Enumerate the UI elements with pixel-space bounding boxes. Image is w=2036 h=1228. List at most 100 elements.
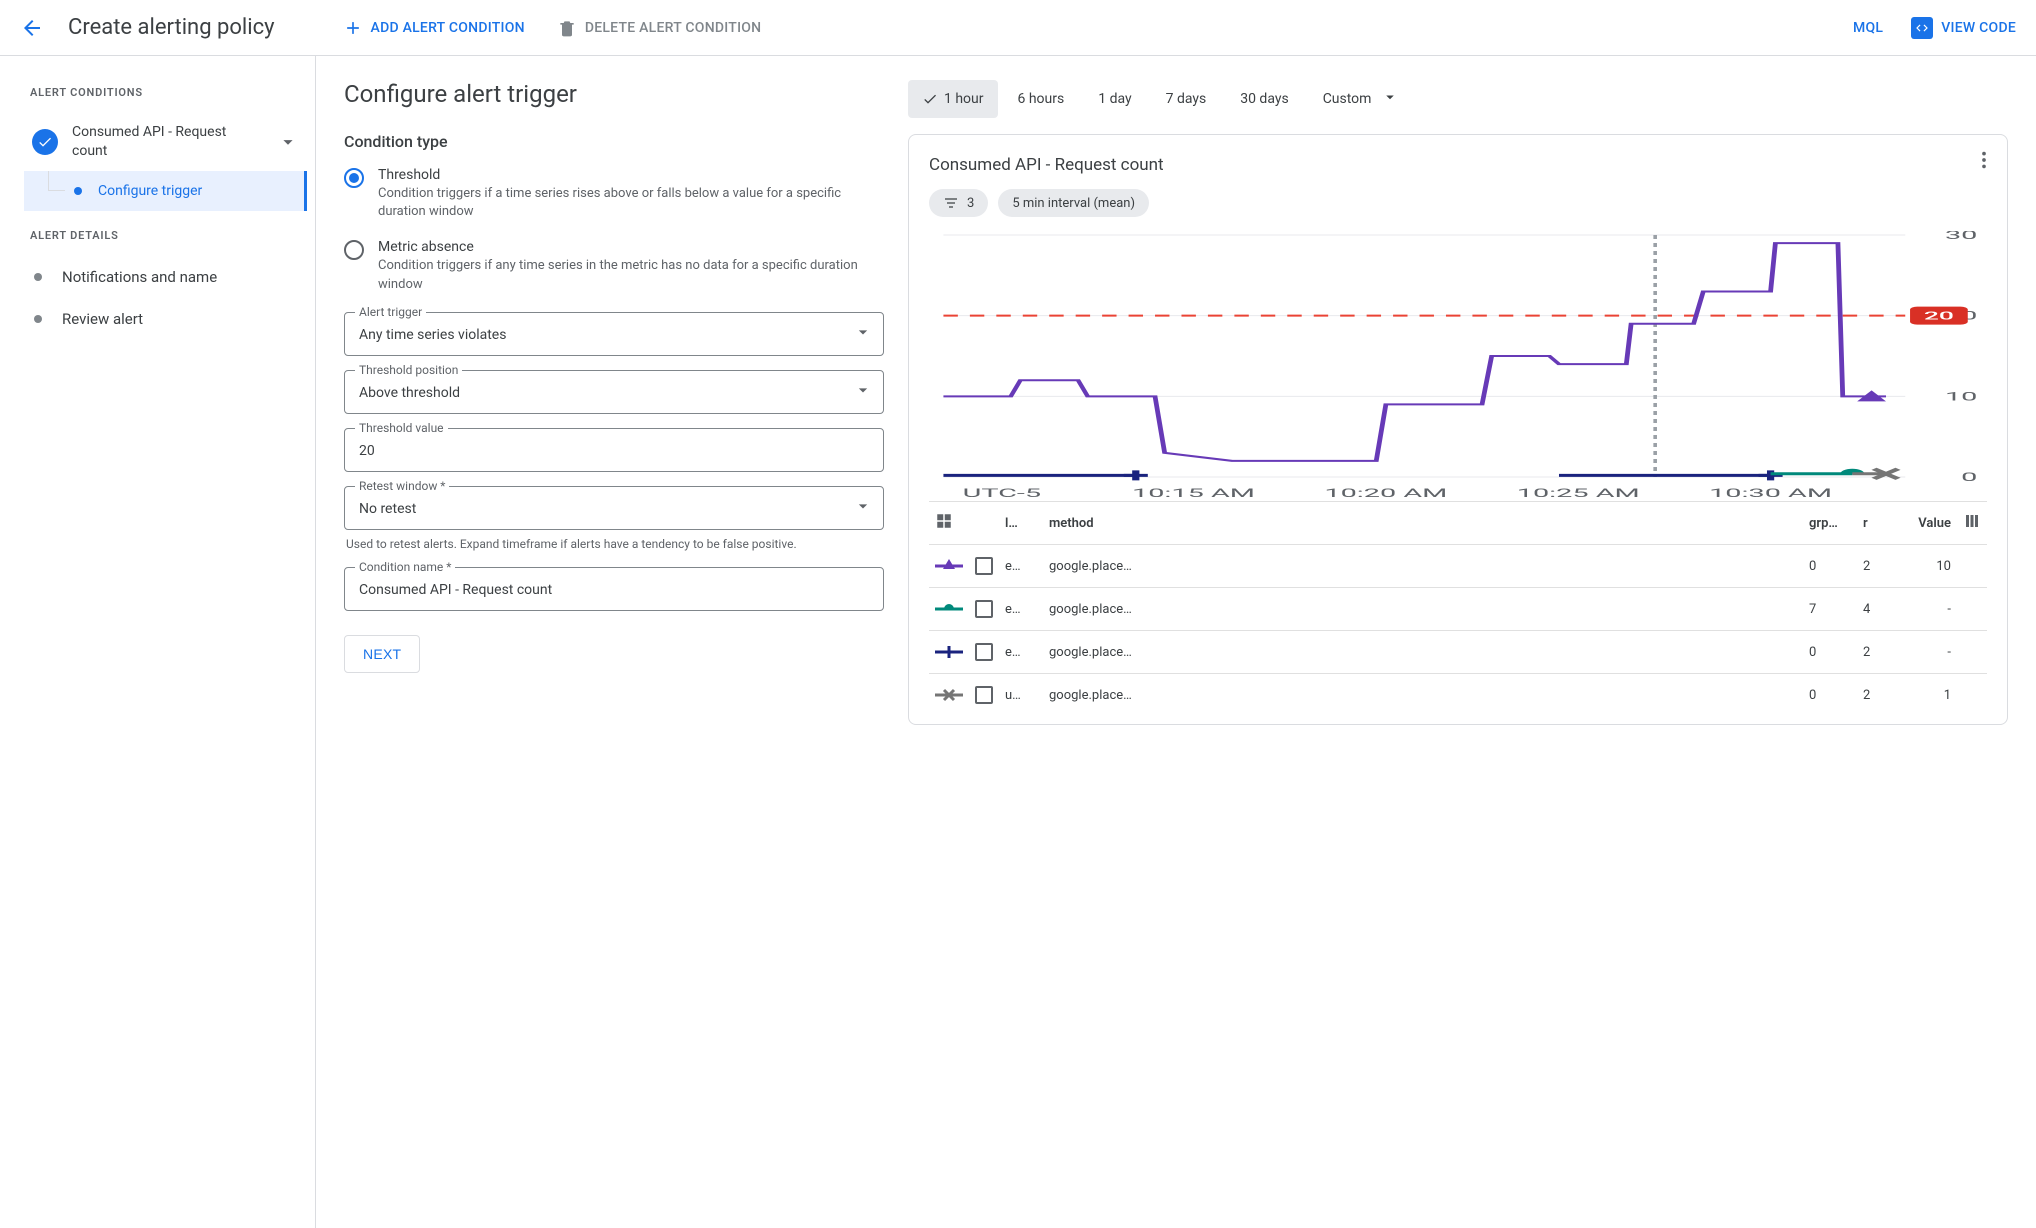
dropdown-icon	[853, 322, 873, 346]
field-threshold-position[interactable]: Threshold position Above threshold	[344, 370, 884, 414]
field-condition-name[interactable]: Condition name * Consumed API - Request …	[344, 567, 884, 611]
svg-text:20: 20	[1924, 309, 1954, 322]
radio-threshold[interactable]: Threshold Condition triggers if a time s…	[344, 167, 884, 221]
time-tab-label: 1 day	[1098, 91, 1131, 107]
mql-button[interactable]: MQL	[1849, 14, 1887, 42]
row-grp: 7	[1803, 588, 1857, 631]
bullet-dot-icon	[34, 315, 42, 323]
legend-col-header: method	[1043, 502, 1803, 545]
view-code-label: VIEW CODE	[1941, 20, 2016, 36]
time-tab-custom[interactable]: Custom	[1309, 80, 1414, 118]
filter-chip-count: 3	[967, 196, 974, 211]
sidebar-item-label: Review alert	[62, 310, 143, 328]
field-label: Retest window *	[355, 479, 449, 493]
row-checkbox-cell	[969, 631, 999, 674]
columns-icon[interactable]	[1963, 519, 1981, 534]
row-l: e…	[999, 588, 1043, 631]
sidebar-section-conditions: ALERT CONDITIONS	[30, 86, 307, 99]
next-button[interactable]: NEXT	[344, 635, 420, 673]
radio-icon[interactable]	[344, 240, 364, 260]
sidebar-subitem-configure-trigger[interactable]: Configure trigger	[24, 171, 307, 211]
sidebar: ALERT CONDITIONS Consumed API - Request …	[0, 56, 316, 1228]
row-checkbox-cell	[969, 545, 999, 588]
view-code-button[interactable]: VIEW CODE	[1911, 17, 2016, 39]
bullet-dot-icon	[34, 273, 42, 281]
chevron-up-icon	[277, 131, 299, 153]
chart: 010203020UTC-510:15 AM10:20 AM10:25 AM10…	[929, 231, 1987, 501]
row-l: u…	[999, 674, 1043, 717]
chip-row: 3 5 min interval (mean)	[929, 189, 1987, 217]
svg-text:10:15 AM: 10:15 AM	[1132, 487, 1255, 501]
row-r: 2	[1857, 545, 1887, 588]
field-value: 20	[359, 443, 375, 459]
back-arrow-icon[interactable]	[20, 16, 44, 40]
legend-table: l…methodgrp…rValue e…google.place…0210e……	[929, 501, 1987, 716]
sidebar-item-review-alert[interactable]: Review alert	[24, 298, 307, 340]
field-threshold-value[interactable]: Threshold value 20	[344, 428, 884, 472]
time-tab-label: 1 hour	[944, 91, 984, 107]
field-value: Any time series violates	[359, 327, 506, 343]
row-grp: 0	[1803, 545, 1857, 588]
mql-label: MQL	[1853, 20, 1883, 36]
row-l: e…	[999, 545, 1043, 588]
radio-icon[interactable]	[344, 168, 364, 188]
delete-alert-condition-label: DELETE ALERT CONDITION	[585, 20, 762, 36]
form-column: Configure alert trigger Condition type T…	[344, 80, 884, 1204]
delete-alert-condition-button[interactable]: DELETE ALERT CONDITION	[553, 12, 766, 44]
radio-help: Condition triggers if a time series rise…	[378, 185, 858, 221]
field-alert-trigger[interactable]: Alert trigger Any time series violates	[344, 312, 884, 356]
row-checkbox-cell	[969, 588, 999, 631]
condition-type-heading: Condition type	[344, 132, 884, 151]
svg-text:30: 30	[1945, 231, 1977, 242]
checkbox[interactable]	[975, 686, 993, 704]
legend-row[interactable]: e…google.place…0210	[929, 545, 1987, 588]
time-tab-label: 6 hours	[1018, 91, 1065, 107]
sidebar-item-consumed-api[interactable]: Consumed API - Request count	[24, 113, 307, 171]
main-content: Configure alert trigger Condition type T…	[316, 56, 2036, 1228]
preview-card-title: Consumed API - Request count	[929, 155, 1987, 175]
sidebar-item-label: Consumed API - Request count	[72, 123, 263, 161]
dropdown-icon	[853, 496, 873, 520]
radio-label: Metric absence	[378, 239, 858, 255]
check-circle-icon	[32, 129, 58, 155]
check-icon	[922, 91, 938, 107]
row-r: 2	[1857, 674, 1887, 717]
add-alert-condition-button[interactable]: ADD ALERT CONDITION	[339, 12, 529, 44]
checkbox[interactable]	[975, 600, 993, 618]
preview-card: Consumed API - Request count 3 5 min int…	[908, 134, 2008, 725]
time-tab-6-hours[interactable]: 6 hours	[1004, 80, 1079, 118]
checkbox[interactable]	[975, 557, 993, 575]
grid-layout-icon[interactable]	[935, 519, 953, 534]
svg-text:10:20 AM: 10:20 AM	[1324, 487, 1447, 501]
svg-text:UTC-5: UTC-5	[963, 487, 1041, 501]
field-label: Threshold position	[355, 363, 462, 377]
svg-text:10: 10	[1945, 390, 1977, 404]
legend-col-header: l…	[999, 502, 1043, 545]
legend-col-header: r	[1857, 502, 1887, 545]
svg-text:10:30 AM: 10:30 AM	[1709, 487, 1832, 501]
legend-row[interactable]: u…google.place…021	[929, 674, 1987, 717]
legend-row[interactable]: e…google.place…74-	[929, 588, 1987, 631]
time-tab-label: 30 days	[1240, 91, 1288, 107]
layout: ALERT CONDITIONS Consumed API - Request …	[0, 56, 2036, 1228]
radio-label: Threshold	[378, 167, 858, 183]
checkbox[interactable]	[975, 643, 993, 661]
interval-chip[interactable]: 5 min interval (mean)	[998, 189, 1149, 217]
time-tab-30-days[interactable]: 30 days	[1226, 80, 1302, 118]
series-glyph	[929, 674, 969, 717]
series-glyph	[929, 588, 969, 631]
time-tab-1-hour[interactable]: 1 hour	[908, 80, 998, 118]
time-tab-7-days[interactable]: 7 days	[1152, 80, 1221, 118]
radio-metric-absence[interactable]: Metric absence Condition triggers if any…	[344, 239, 884, 293]
dropdown-icon	[853, 380, 873, 404]
trash-icon	[557, 18, 577, 38]
field-value: No retest	[359, 501, 416, 517]
filter-chip[interactable]: 3	[929, 189, 988, 217]
radio-help: Condition triggers if any time series in…	[378, 257, 858, 293]
sidebar-item-notifications[interactable]: Notifications and name	[24, 256, 307, 298]
legend-row[interactable]: e…google.place…02-	[929, 631, 1987, 674]
field-retest-window[interactable]: Retest window * No retest Used to retest…	[344, 486, 884, 553]
kebab-menu-icon[interactable]	[1973, 149, 1995, 175]
time-tab-1-day[interactable]: 1 day	[1084, 80, 1145, 118]
time-tab-label: Custom	[1323, 91, 1372, 107]
